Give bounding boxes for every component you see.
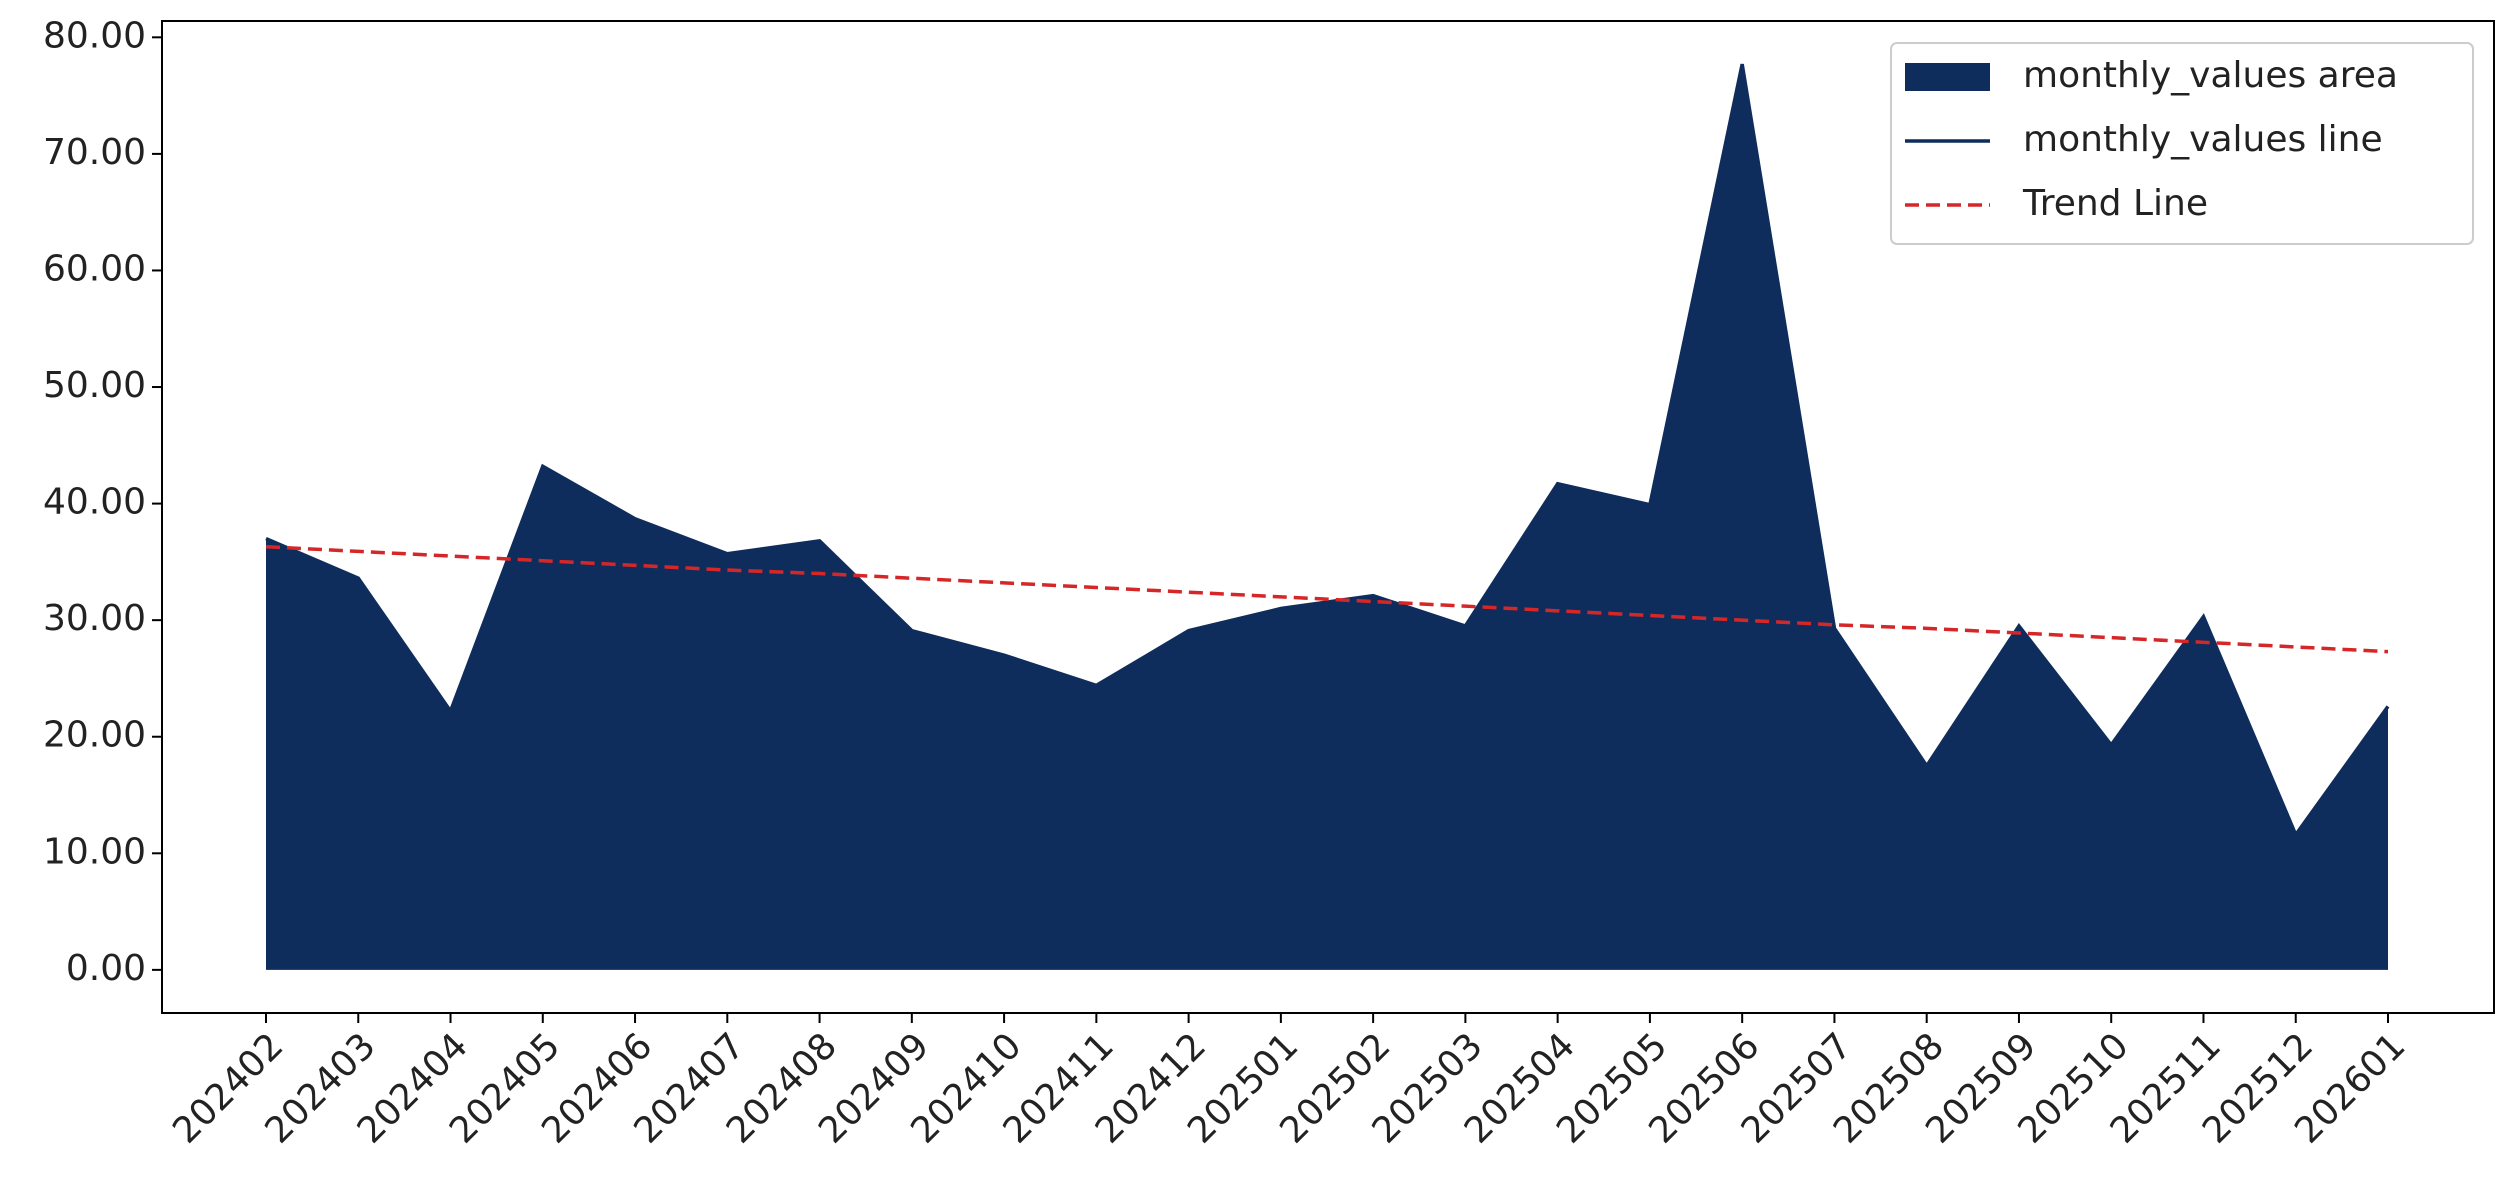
plot-frame bbox=[161, 20, 2495, 1014]
y-tick-label: 80.00 bbox=[43, 15, 146, 56]
legend-swatch bbox=[1905, 63, 1990, 91]
legend-label: monthly_values area bbox=[2023, 55, 2398, 96]
y-tick-label: 70.00 bbox=[43, 132, 146, 173]
trend-line bbox=[265, 544, 2389, 654]
area bbox=[266, 64, 2388, 970]
y-tick-label: 60.00 bbox=[43, 248, 146, 289]
y-tick-label: 0.00 bbox=[66, 948, 146, 989]
y-tick-label: 50.00 bbox=[43, 365, 146, 406]
y-tick-label: 30.00 bbox=[43, 598, 146, 639]
y-tick-label: 40.00 bbox=[43, 482, 146, 523]
legend: monthly_values area monthly_values line Tr… bbox=[1890, 42, 2474, 245]
legend-label: Trend Line bbox=[2022, 183, 2208, 224]
line bbox=[265, 63, 2390, 839]
y-tick-label: 20.00 bbox=[43, 715, 146, 756]
y-tick-label: 10.00 bbox=[43, 831, 146, 872]
legend-frame bbox=[1890, 42, 2474, 245]
legend-label: monthly_values line bbox=[2023, 119, 2383, 160]
